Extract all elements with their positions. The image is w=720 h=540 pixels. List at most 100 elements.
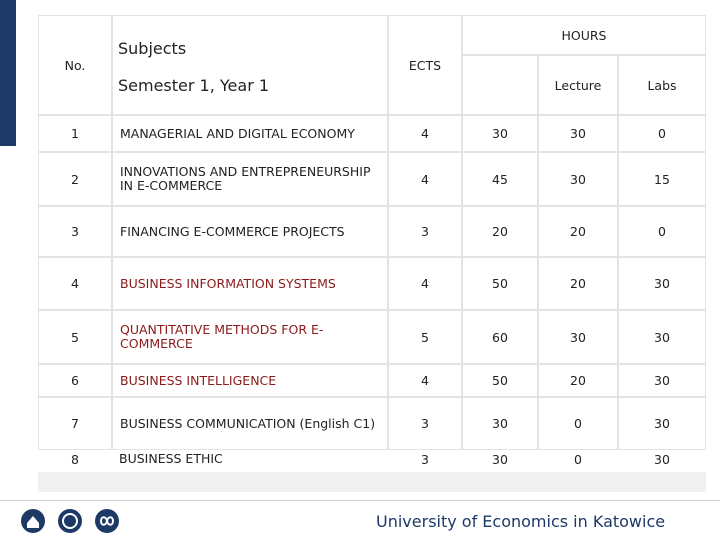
hours-cell: 50 [462,364,538,397]
subject-cell: BUSINESS INFORMATION SYSTEMS [112,257,388,310]
hours-cell: 30 [462,450,538,472]
subjects-header [112,15,388,115]
hours-cell: 60 [462,310,538,364]
ects-cell: 3 [388,397,462,450]
lecture-cell: 20 [538,257,618,310]
ects-cell: 4 [388,115,462,152]
lecture-cell-text: 30 [570,126,586,141]
hours-cell: 30 [462,115,538,152]
ects-cell-text: 4 [421,171,429,187]
lecture-cell-text: 0 [574,416,582,431]
no-cell-text: 7 [71,416,79,431]
subjects-title: Subjects [118,39,187,58]
hours-cell: 50 [462,257,538,310]
subject-cell-text: FINANCING E-COMMERCE PROJECTS [120,223,345,239]
no-cell: 8 [38,450,112,472]
no-cell-text: 1 [71,126,79,141]
home-shape [27,516,39,528]
subject-cell-text: BUSINESS INFORMATION SYSTEMS [120,275,336,291]
ects-cell-text: 3 [421,224,429,239]
subject-cell: QUANTITATIVE METHODS FOR E-COMMERCE [112,310,388,364]
no-cell-text: 4 [71,276,79,291]
lecture-cell-text: 30 [570,329,586,345]
labs-cell: 30 [618,310,706,364]
infinity-shape [99,516,115,526]
labs-cell-text: 0 [658,126,666,141]
labs-header: Labs [618,55,706,115]
no-header: No. [38,15,112,115]
labs-cell: 30 [618,450,706,472]
footer-line [0,500,720,501]
subject-cell: BUSINESS INTELLIGENCE [112,364,388,397]
lecture-cell-text: 20 [570,224,586,239]
labs-cell-text: 15 [654,171,670,187]
ects-cell-text: 4 [421,373,429,388]
labs-cell-text: 0 [658,224,666,239]
subject-cell: BUSINESS ETHIC [112,450,388,472]
no-cell: 5 [38,310,112,364]
ects-header-text: ECTS [408,57,442,73]
lecture-cell: 30 [538,152,618,206]
labs-cell: 30 [618,364,706,397]
no-cell-text: 3 [71,224,79,239]
lecture-cell-text: 20 [570,373,586,388]
subject-cell: BUSINESS COMMUNICATION (English C1) [112,397,388,450]
labs-cell-text: 30 [654,276,670,291]
hours-cell-text: 30 [492,416,508,431]
labs-cell-text: 30 [654,329,670,345]
hours-cell-text: 45 [492,171,508,187]
lecture-cell: 30 [538,310,618,364]
ects-cell: 4 [388,152,462,206]
ects-header: ECTS [388,15,462,115]
hours-cell-text: 30 [492,126,508,141]
no-cell: 1 [38,115,112,152]
total-header [462,55,538,115]
no-cell-text: 8 [71,452,79,467]
ects-cell: 4 [388,257,462,310]
hours-cell: 45 [462,152,538,206]
subject-cell-text: MANAGERIAL AND DIGITAL ECONOMY [120,125,355,141]
hours-header-text: HOURS [561,27,607,43]
ects-cell-text: 3 [421,452,429,467]
totals-row [38,472,706,492]
labs-cell-text: 30 [654,452,670,467]
no-header-text: No. [64,57,86,73]
no-cell: 3 [38,206,112,257]
globe-shape [62,513,78,529]
university-name: University of Economics in Katowice [376,512,666,531]
labs-cell-text: 30 [654,416,670,431]
hours-cell-text: 50 [492,373,508,388]
lecture-cell-text: 20 [570,276,586,291]
no-cell-text: 6 [71,373,79,388]
ects-cell: 3 [388,206,462,257]
lecture-header-text: Lecture [554,77,602,93]
ects-cell-text: 3 [421,416,429,431]
hours-cell-text: 20 [492,224,508,239]
lecture-cell: 20 [538,206,618,257]
lecture-header: Lecture [538,55,618,115]
ects-cell: 5 [388,310,462,364]
no-cell-text: 5 [71,329,79,345]
labs-cell: 30 [618,397,706,450]
subject-cell-text: QUANTITATIVE METHODS FOR E-COMMERCE [120,322,324,351]
lecture-cell: 0 [538,397,618,450]
lecture-cell-text: 30 [570,171,586,187]
subject-cell: FINANCING E-COMMERCE PROJECTS [112,206,388,257]
subject-cell: MANAGERIAL AND DIGITAL ECONOMY [112,115,388,152]
ects-cell-text: 4 [421,126,429,141]
no-cell-text: 2 [71,171,79,187]
subject-cell-text: BUSINESS ETHIC [119,451,223,466]
ects-cell: 3 [388,450,462,472]
subject-cell-text: BUSINESS COMMUNICATION (English C1) [120,415,376,431]
ects-cell: 4 [388,364,462,397]
no-cell: 2 [38,152,112,206]
ects-cell-text: 5 [421,329,429,345]
no-cell: 6 [38,364,112,397]
side-bar [0,0,16,146]
labs-cell: 0 [618,115,706,152]
labs-cell: 30 [618,257,706,310]
labs-cell-text: 30 [654,373,670,388]
subject-cell-text: INNOVATIONS AND ENTREPRENEURSHIP IN E-CO… [120,164,371,193]
no-cell: 7 [38,397,112,450]
